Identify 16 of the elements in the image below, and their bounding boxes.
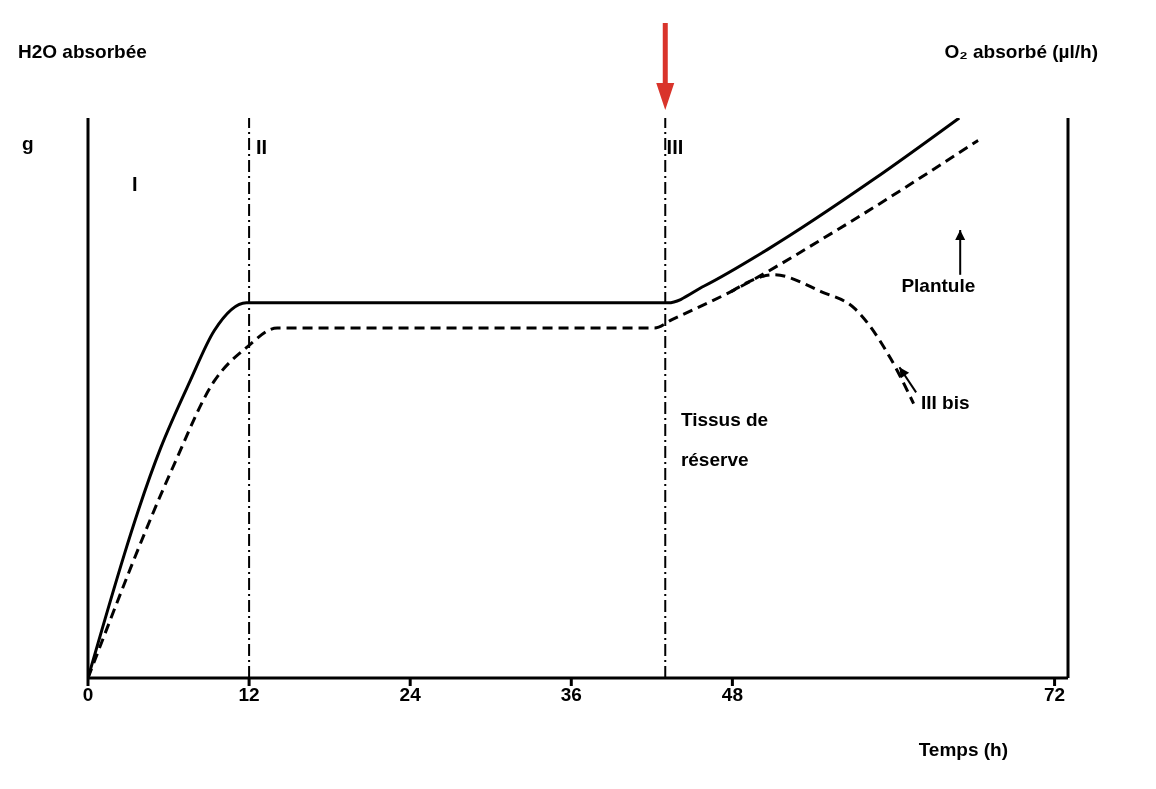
x-tick-label: 24 bbox=[399, 684, 422, 706]
text: g bbox=[22, 133, 34, 154]
y-axis-title: H2O absorbée bbox=[18, 41, 147, 62]
annotation: I bbox=[132, 172, 138, 195]
x-tick-label: 36 bbox=[560, 684, 582, 706]
y2-axis-title: O₂ absorbé (µl/h) bbox=[944, 41, 1098, 62]
x-axis-title: Temps (h) bbox=[918, 739, 1008, 760]
x-tick-label: 72 bbox=[1044, 684, 1066, 706]
ref-line-label: III bbox=[666, 136, 684, 159]
x-tick-label: 48 bbox=[721, 684, 743, 706]
x-tick-label: 12 bbox=[238, 684, 260, 706]
annotation: Plantule bbox=[901, 274, 976, 296]
ref-line-label: II bbox=[255, 136, 268, 159]
annotation: Tissus de réserve bbox=[680, 409, 769, 470]
x-tick-label: 0 bbox=[82, 684, 94, 706]
annotation: III bis bbox=[921, 392, 970, 414]
